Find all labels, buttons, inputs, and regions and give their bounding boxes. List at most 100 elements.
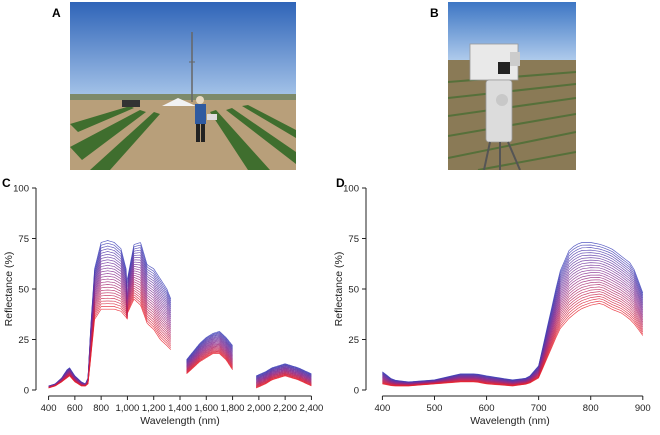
- spectrum-line: [186, 341, 233, 367]
- spectrum-line: [382, 296, 644, 386]
- spectrum-line: [186, 333, 233, 362]
- spectrum-line: [48, 275, 128, 388]
- spectrum-line: [382, 303, 644, 387]
- spectrum-line: [256, 363, 312, 377]
- spectrum-line: [186, 339, 233, 366]
- spectrum-line: [256, 365, 312, 379]
- spectrum-line: [186, 347, 233, 371]
- spectrum-line: [127, 242, 172, 300]
- spectrum-line: [382, 247, 644, 383]
- spectrum-line: [382, 277, 644, 385]
- spectrum-line: [382, 249, 644, 383]
- spectrum-line: [186, 348, 233, 371]
- spectrum-line: [127, 294, 172, 346]
- spectrum-line: [256, 374, 312, 388]
- x-axis-label: Wavelength (nm): [140, 415, 220, 427]
- spectrum-line: [256, 373, 312, 386]
- spectrum-line: [382, 264, 644, 384]
- field-photo-a-drawing: [70, 2, 296, 170]
- spectrum-line: [127, 274, 172, 328]
- x-tick-label: 2,000: [247, 403, 271, 414]
- spectrum-line: [186, 335, 233, 363]
- spectrum-line: [382, 252, 644, 383]
- spectrum-line: [186, 342, 233, 368]
- x-tick-label: 400: [41, 403, 57, 414]
- spectrum-line: [382, 269, 644, 385]
- spectrum-line: [256, 364, 312, 378]
- camera-photo-b: [448, 2, 576, 170]
- spectrum-line: [382, 267, 644, 384]
- x-tick-label: 600: [67, 403, 83, 414]
- spectrum-line: [256, 371, 312, 384]
- spectrum-line: [186, 337, 233, 364]
- reflectance-chart-d: 0 25 50 75 100 400 500 600 700 800 900 Wavelength (…: [333, 184, 651, 428]
- x-tick-label: 900: [635, 403, 651, 414]
- spectrum-line: [382, 291, 644, 386]
- x-tick-label: 700: [531, 403, 547, 414]
- spectrum-line: [256, 366, 312, 380]
- spectrum-line: [256, 368, 312, 382]
- spectrum-line: [127, 249, 172, 306]
- spectrum-line: [256, 374, 312, 387]
- spectrum-line: [256, 367, 312, 381]
- spectrum-line: [48, 262, 128, 387]
- spectrum-line: [186, 338, 233, 365]
- spectrum-line: [127, 259, 172, 314]
- camera-photo-b-drawing: [448, 2, 576, 170]
- spectrum-line: [48, 308, 128, 389]
- spectra-group: [48, 240, 312, 389]
- spectrum-line: [382, 274, 644, 385]
- spectrum-line: [256, 363, 312, 377]
- spectrum-line: [186, 336, 233, 364]
- spectrum-line: [186, 343, 233, 368]
- y-tick-label: 100: [13, 184, 29, 195]
- spectrum-line: [256, 370, 312, 383]
- spectrum-line: [127, 290, 172, 342]
- x-tick-label: 1,200: [142, 403, 166, 414]
- x-tick-label: 800: [93, 403, 109, 414]
- spectrum-line: [186, 334, 233, 363]
- spectrum-line: [127, 261, 172, 316]
- spectrum-line: [186, 350, 233, 373]
- y-axis-label: Reflectance (%): [3, 252, 15, 327]
- y-tick-label: 50: [18, 285, 29, 296]
- y-tick-label: 75: [18, 234, 29, 245]
- spectrum-line: [382, 298, 644, 386]
- spectrum-line: [382, 286, 644, 386]
- spectrum-line: [186, 346, 233, 370]
- y-tick-label: 50: [348, 285, 359, 296]
- x-tick-label: 1,600: [194, 403, 218, 414]
- spectrum-line: [127, 281, 172, 334]
- spectrum-line: [382, 272, 644, 385]
- y-axis-label: Reflectance (%): [333, 252, 345, 327]
- spectrum-line: [256, 364, 312, 378]
- spectrum-line: [256, 375, 312, 389]
- x-tick-label: 2,200: [273, 403, 297, 414]
- spectrum-line: [382, 293, 644, 386]
- spectrum-line: [127, 285, 172, 338]
- spectrum-line: [127, 270, 172, 324]
- spectrum-line: [186, 353, 233, 375]
- spectrum-line: [48, 278, 128, 388]
- x-tick-label: 500: [427, 403, 443, 414]
- spectrum-line: [186, 340, 233, 366]
- spectrum-line: [127, 279, 172, 332]
- y-tick-label: 75: [348, 234, 359, 245]
- spectrum-line: [186, 351, 233, 373]
- spectrum-line: [48, 273, 128, 388]
- spectrum-line: [127, 257, 172, 312]
- x-axis-label: Wavelength (nm): [470, 415, 550, 427]
- spectrum-line: [186, 344, 233, 369]
- spectrum-line: [186, 352, 233, 374]
- x-tick-label: 1,800: [221, 403, 245, 414]
- field-photo-a: [70, 2, 296, 170]
- spectrum-line: [256, 373, 312, 387]
- y-tick-label: 25: [348, 335, 359, 346]
- spectrum-line: [382, 242, 644, 383]
- y-tick-label: 25: [18, 335, 29, 346]
- x-tick-label: 1,000: [116, 403, 140, 414]
- spectrum-line: [127, 263, 172, 318]
- spectrum-line: [256, 369, 312, 383]
- y-tick-label: 100: [343, 184, 359, 195]
- spectrum-line: [48, 251, 128, 387]
